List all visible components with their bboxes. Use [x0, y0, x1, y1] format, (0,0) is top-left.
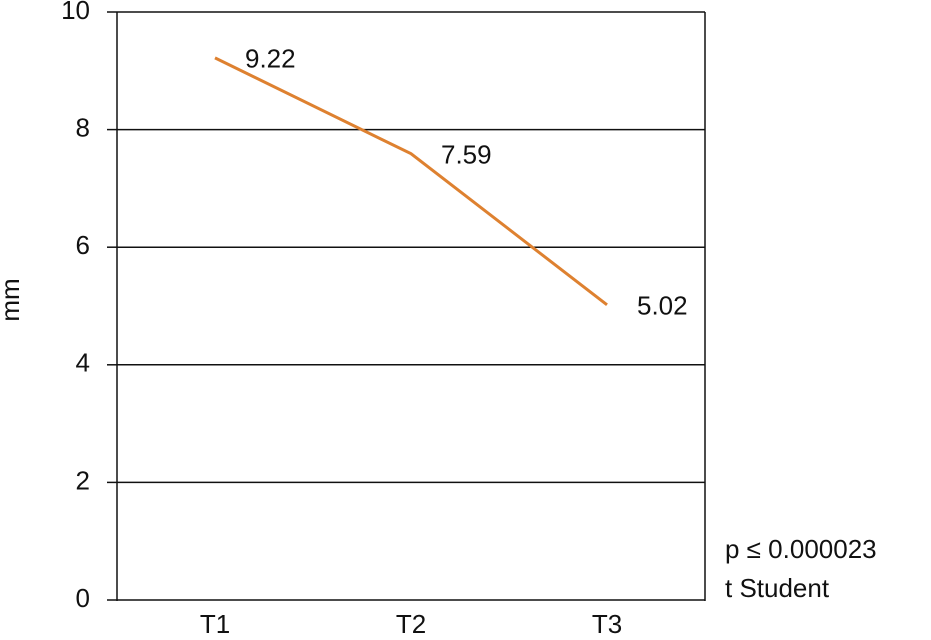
y-tick-label: 6	[76, 230, 90, 260]
y-tick-label: 8	[76, 112, 90, 142]
x-tick-label: T1	[200, 609, 230, 639]
x-tick-label: T3	[592, 609, 622, 639]
data-line	[214, 56, 608, 307]
value-label: 9.22	[245, 44, 296, 74]
annotation: t Student	[725, 573, 830, 603]
y-axis-label: mm	[0, 278, 25, 321]
y-tick-label: 0	[76, 583, 90, 613]
value-label: 5.02	[637, 291, 688, 321]
y-tick-label: 2	[76, 465, 90, 495]
x-tick-label: T2	[396, 609, 426, 639]
annotation: p ≤ 0.000023	[725, 534, 877, 564]
y-tick-label: 4	[76, 348, 90, 378]
y-tick-label: 10	[61, 0, 90, 25]
value-label: 7.59	[441, 140, 492, 170]
